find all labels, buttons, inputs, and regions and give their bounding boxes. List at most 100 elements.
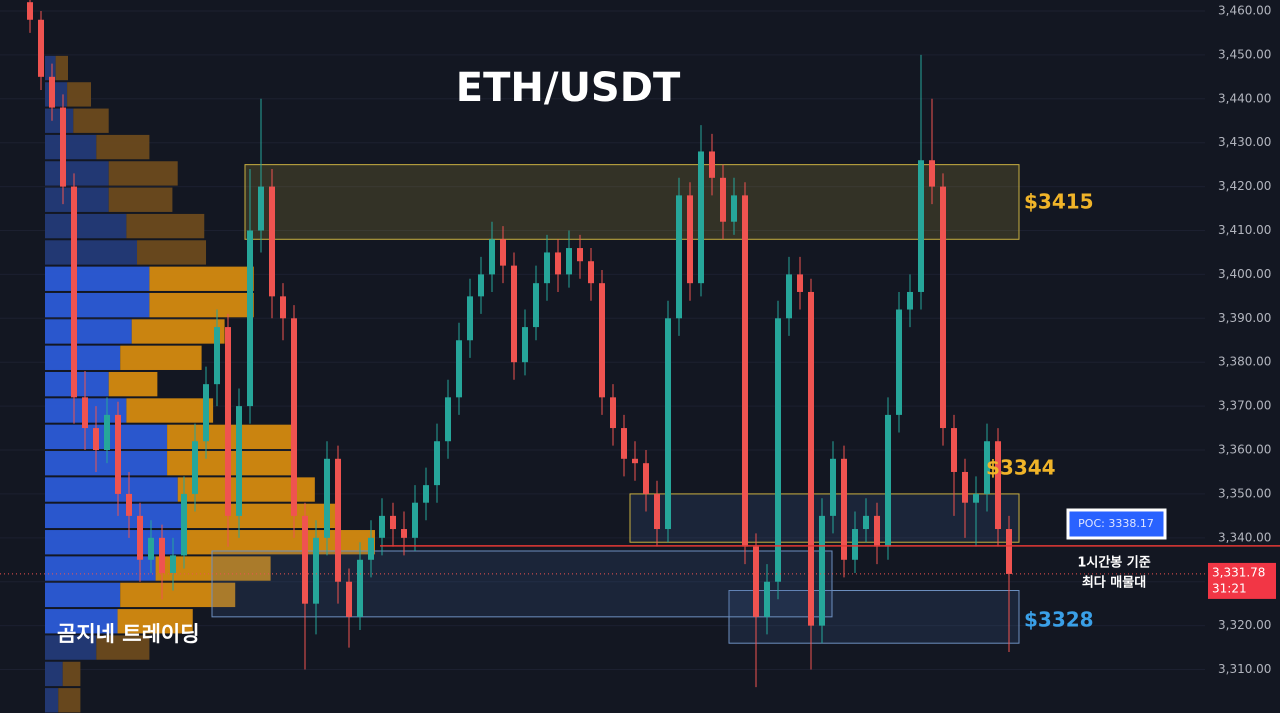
candle-body [907, 291, 913, 310]
y-tick-label: 3,410.00 [1218, 223, 1271, 237]
y-tick-label: 3,340.00 [1218, 530, 1271, 544]
zone-label: $3344 [986, 456, 1056, 480]
y-tick-label: 3,390.00 [1218, 311, 1271, 325]
profile-sell [62, 661, 81, 687]
candle-body [819, 515, 825, 626]
profile-buy [45, 319, 132, 344]
profile-sell [149, 266, 254, 291]
candle-body [973, 493, 979, 503]
y-tick-label: 3,320.00 [1218, 618, 1271, 632]
profile-buy [45, 635, 97, 660]
profile-sell [184, 530, 375, 555]
candle-body [467, 296, 473, 341]
candle-body [533, 283, 539, 328]
candle-body [676, 195, 682, 319]
profile-sell [58, 688, 81, 713]
candle-body [621, 428, 627, 459]
y-tick-label: 3,420.00 [1218, 179, 1271, 193]
candle-body [511, 265, 517, 363]
candle-body [280, 296, 286, 319]
candle-body [390, 515, 396, 530]
profile-sell [117, 609, 193, 634]
candle-body [863, 515, 869, 530]
candle-body [742, 195, 748, 547]
profile-buy [45, 266, 150, 291]
countdown: 31:21 [1212, 581, 1247, 595]
candle-body [148, 537, 154, 560]
candle-body [951, 428, 957, 472]
last-price-label: 3,331.78 [1212, 565, 1265, 579]
y-tick-label: 3,310.00 [1218, 662, 1271, 676]
candle-body [137, 515, 143, 560]
profile-buy [45, 477, 178, 502]
candle-body [808, 291, 814, 626]
candle-body [709, 151, 715, 178]
candle-body [412, 502, 418, 538]
candle-body [720, 177, 726, 222]
candle-body [324, 458, 330, 538]
candle-body [588, 261, 594, 284]
candle-body [478, 274, 484, 297]
candle-body [115, 414, 121, 494]
candle-body [434, 441, 440, 486]
candle-body [291, 318, 297, 516]
profile-sell [126, 213, 205, 239]
candle-body [841, 458, 847, 560]
profile-sell [108, 187, 173, 212]
candle-body [885, 414, 891, 547]
candle-body [698, 151, 704, 284]
candle-body [302, 515, 308, 604]
y-tick-label: 3,460.00 [1218, 3, 1271, 17]
y-tick-label: 3,440.00 [1218, 91, 1271, 105]
poc-note: 1시간봉 기준 [1077, 555, 1150, 571]
candle-body [984, 441, 990, 494]
profile-sell [120, 345, 202, 370]
candle-body [566, 248, 572, 275]
poc-note: 최다 매물대 [1082, 575, 1146, 591]
profile-sell [126, 398, 214, 423]
candle-body [346, 581, 352, 617]
candle-body [313, 537, 319, 604]
profile-buy [45, 55, 56, 81]
zone-label: $3328 [1024, 608, 1094, 632]
candle-body [60, 107, 66, 187]
candle-body [852, 529, 858, 560]
watermark: 곰지네 트레이딩 [57, 622, 200, 646]
profile-buy [45, 609, 118, 634]
candle-body [269, 186, 275, 297]
candle-body [489, 239, 495, 275]
candle-body [874, 515, 880, 547]
candle-body [1006, 529, 1012, 574]
y-tick-label: 3,350.00 [1218, 486, 1271, 500]
profile-buy [45, 451, 168, 476]
candle-body [786, 274, 792, 319]
candle-body [753, 546, 759, 617]
profile-sell [55, 55, 69, 81]
candle-body [71, 186, 77, 398]
profile-buy [45, 134, 97, 160]
candle-body [555, 252, 561, 275]
candle-body [159, 537, 165, 573]
candle-body [82, 397, 88, 429]
candle-body [27, 2, 33, 20]
profile-sell [67, 82, 92, 107]
candle-body [896, 309, 902, 415]
y-tick-label: 3,430.00 [1218, 135, 1271, 149]
last-price-tag [1208, 562, 1276, 599]
profile-sell [149, 292, 254, 318]
profile-sell [96, 635, 150, 660]
candle-body [379, 515, 385, 538]
profile-buy [45, 82, 68, 107]
profile-sell [108, 161, 178, 186]
profile-buy [45, 556, 156, 581]
candle-body [104, 414, 110, 451]
candle-body [962, 471, 968, 503]
candle-body [522, 327, 528, 363]
candle-body [940, 186, 946, 429]
candle-body [577, 248, 583, 262]
y-tick-label: 3,400.00 [1218, 267, 1271, 281]
profile-sell [184, 503, 340, 529]
y-tick-label: 3,450.00 [1218, 47, 1271, 61]
candle-body [654, 493, 660, 530]
